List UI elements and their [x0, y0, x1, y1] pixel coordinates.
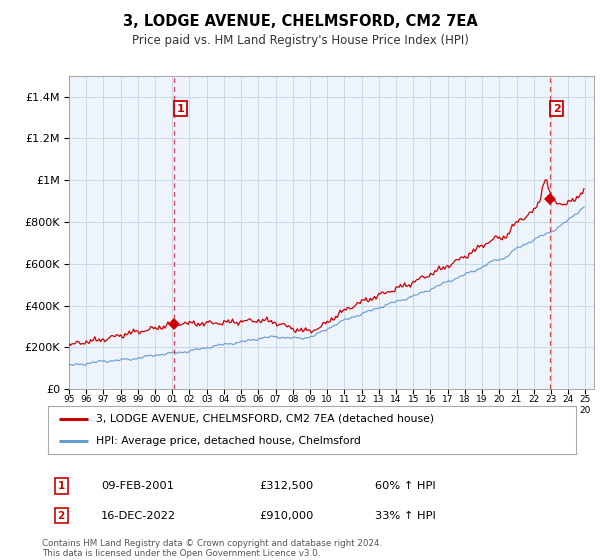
Text: Price paid vs. HM Land Registry's House Price Index (HPI): Price paid vs. HM Land Registry's House … — [131, 34, 469, 46]
Text: 09-FEB-2001: 09-FEB-2001 — [101, 481, 174, 491]
Text: 33% ↑ HPI: 33% ↑ HPI — [376, 511, 436, 521]
Text: 2: 2 — [58, 511, 65, 521]
Text: 2: 2 — [553, 104, 560, 114]
Text: £910,000: £910,000 — [259, 511, 314, 521]
Text: 3, LODGE AVENUE, CHELMSFORD, CM2 7EA: 3, LODGE AVENUE, CHELMSFORD, CM2 7EA — [122, 14, 478, 29]
Text: 3, LODGE AVENUE, CHELMSFORD, CM2 7EA (detached house): 3, LODGE AVENUE, CHELMSFORD, CM2 7EA (de… — [95, 414, 434, 424]
Text: HPI: Average price, detached house, Chelmsford: HPI: Average price, detached house, Chel… — [95, 436, 361, 446]
Text: 60% ↑ HPI: 60% ↑ HPI — [376, 481, 436, 491]
Text: £312,500: £312,500 — [259, 481, 313, 491]
Text: 1: 1 — [58, 481, 65, 491]
Text: 16-DEC-2022: 16-DEC-2022 — [101, 511, 176, 521]
Text: Contains HM Land Registry data © Crown copyright and database right 2024.
This d: Contains HM Land Registry data © Crown c… — [42, 539, 382, 558]
Text: 1: 1 — [177, 104, 185, 114]
